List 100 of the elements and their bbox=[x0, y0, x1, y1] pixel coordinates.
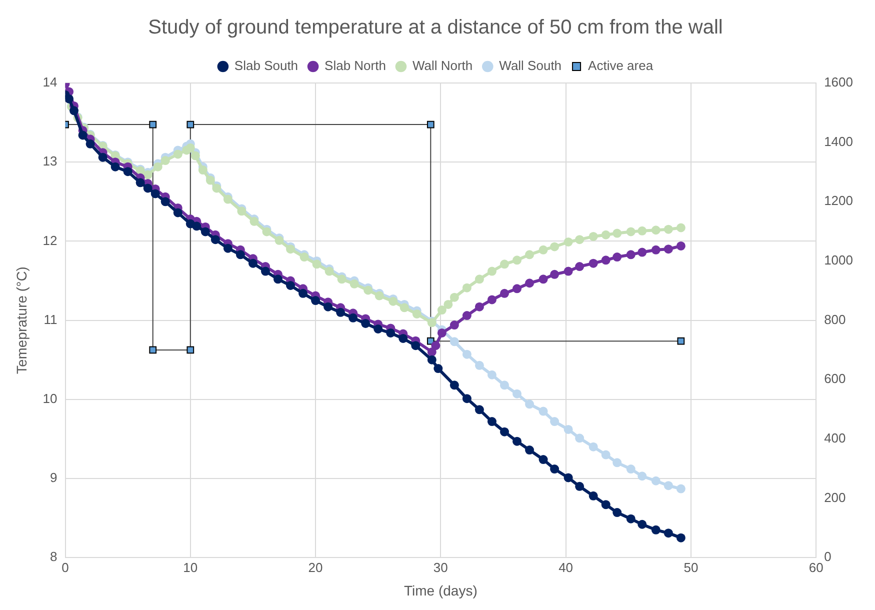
point bbox=[450, 337, 459, 346]
point bbox=[525, 400, 534, 409]
point bbox=[298, 288, 308, 298]
point bbox=[474, 302, 484, 312]
point bbox=[324, 266, 334, 276]
point bbox=[588, 491, 598, 500]
point bbox=[86, 139, 95, 148]
point bbox=[487, 266, 496, 276]
point bbox=[348, 313, 358, 322]
point bbox=[487, 417, 496, 426]
x-tick-label: 50 bbox=[684, 560, 698, 575]
point bbox=[143, 170, 152, 180]
point bbox=[186, 143, 195, 152]
point bbox=[550, 270, 560, 279]
point bbox=[223, 244, 232, 253]
point bbox=[538, 245, 548, 254]
y-tick-label: 10 bbox=[42, 390, 58, 406]
point bbox=[664, 528, 673, 538]
point bbox=[192, 222, 202, 231]
point bbox=[434, 364, 443, 374]
point bbox=[206, 176, 215, 185]
point bbox=[487, 370, 496, 380]
point bbox=[676, 223, 686, 232]
point bbox=[626, 514, 636, 524]
point bbox=[186, 346, 194, 354]
point bbox=[512, 256, 522, 265]
y2-tick-label: 1200 bbox=[824, 193, 853, 208]
point bbox=[487, 295, 496, 304]
point bbox=[500, 427, 509, 436]
y2-tick-label: 0 bbox=[824, 549, 832, 564]
point bbox=[186, 120, 194, 128]
y2-tick-label: 600 bbox=[824, 371, 846, 386]
x-axis-title: Time (days) bbox=[404, 582, 478, 598]
point bbox=[564, 424, 573, 434]
point bbox=[664, 224, 673, 234]
point bbox=[588, 258, 598, 268]
point bbox=[601, 500, 610, 510]
point bbox=[612, 508, 622, 518]
point bbox=[437, 306, 446, 315]
legend-label: Wall South bbox=[499, 58, 562, 74]
point bbox=[149, 346, 157, 354]
point bbox=[651, 226, 660, 235]
point bbox=[474, 360, 484, 370]
point bbox=[474, 405, 484, 414]
point bbox=[431, 341, 440, 350]
point bbox=[588, 232, 598, 241]
point bbox=[123, 167, 132, 176]
point bbox=[450, 292, 459, 302]
point bbox=[538, 274, 548, 284]
point bbox=[388, 296, 398, 306]
y-tick-label: 14 bbox=[42, 74, 58, 90]
point bbox=[550, 417, 560, 426]
y-tick-label: 8 bbox=[50, 549, 58, 564]
x-tick-label: 20 bbox=[308, 560, 323, 575]
point bbox=[575, 482, 584, 491]
point bbox=[638, 248, 647, 257]
x-tick-label: 30 bbox=[433, 560, 448, 575]
point bbox=[212, 184, 222, 193]
point bbox=[78, 130, 88, 140]
point bbox=[651, 476, 660, 486]
point bbox=[411, 341, 420, 350]
point bbox=[450, 320, 459, 330]
point bbox=[564, 473, 573, 482]
point bbox=[237, 206, 246, 216]
point bbox=[273, 274, 282, 284]
point bbox=[512, 436, 522, 446]
point bbox=[601, 230, 610, 240]
point bbox=[65, 94, 74, 104]
point bbox=[462, 350, 472, 359]
y-tick-label: 12 bbox=[42, 232, 58, 248]
point bbox=[210, 235, 220, 244]
x-tick-label: 0 bbox=[62, 560, 69, 575]
point bbox=[612, 228, 622, 238]
point bbox=[525, 278, 534, 288]
point bbox=[575, 235, 584, 244]
point bbox=[575, 434, 584, 443]
point bbox=[248, 258, 258, 268]
point bbox=[612, 252, 622, 262]
point bbox=[474, 274, 484, 284]
point bbox=[676, 241, 686, 250]
point bbox=[364, 286, 373, 295]
point bbox=[512, 389, 522, 398]
point bbox=[626, 227, 636, 236]
x-tick-label: 60 bbox=[808, 560, 824, 575]
point bbox=[638, 472, 647, 481]
point bbox=[525, 250, 534, 260]
point bbox=[500, 260, 509, 269]
legend-label: Active area bbox=[588, 58, 654, 74]
point bbox=[150, 189, 160, 198]
point bbox=[564, 266, 573, 276]
point bbox=[538, 406, 548, 416]
point bbox=[626, 250, 636, 260]
point bbox=[324, 302, 333, 312]
point bbox=[626, 464, 636, 474]
y-axis-title: Temeprature (°C) bbox=[13, 266, 30, 374]
point bbox=[98, 152, 108, 162]
point bbox=[550, 464, 560, 474]
point bbox=[110, 162, 120, 172]
point bbox=[601, 256, 610, 265]
point bbox=[70, 106, 79, 116]
